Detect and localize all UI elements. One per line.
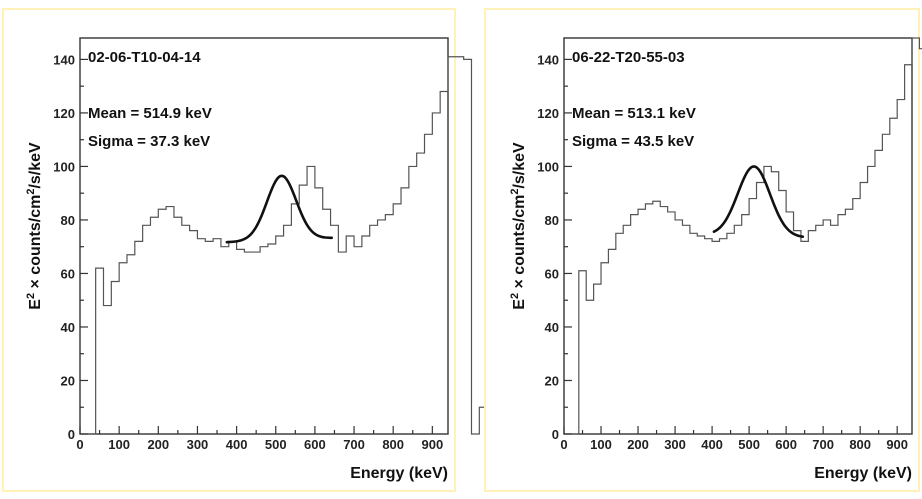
x-tick-label: 300 bbox=[664, 437, 686, 452]
right-chart-panel: 0 100 200 300 400 500 600 700 800 900 0 20 40 60 80 100… bbox=[484, 8, 922, 492]
y-axis-title: E2 × counts/cm2/s/keV bbox=[25, 142, 44, 310]
x-axis-title: Energy (keV) bbox=[350, 465, 448, 482]
x-tick-label: 800 bbox=[382, 437, 404, 452]
y-tick-label: 60 bbox=[61, 266, 75, 281]
y-tick-label: 40 bbox=[61, 320, 75, 335]
x-tick-label: 200 bbox=[147, 437, 169, 452]
x-tick-label: 400 bbox=[701, 437, 723, 452]
x-tick-label: 900 bbox=[421, 437, 443, 452]
y-axis-title-superscript: 2 bbox=[509, 189, 521, 195]
x-tick-label: 800 bbox=[849, 437, 871, 452]
x-tick-label: 900 bbox=[886, 437, 908, 452]
timestamp-annotation: 02-06-T10-04-14 bbox=[88, 49, 201, 66]
timestamp-annotation: 06-22-T20-55-03 bbox=[572, 49, 685, 66]
y-axis-title-part: E bbox=[511, 299, 528, 310]
y-tick-label: 60 bbox=[545, 266, 559, 281]
y-tick-label: 140 bbox=[53, 52, 75, 67]
x-tick-label: 0 bbox=[76, 437, 83, 452]
x-tick-label: 600 bbox=[304, 437, 326, 452]
sigma-annotation: Sigma = 43.5 keV bbox=[572, 133, 694, 150]
y-axis-title-superscript: 2 bbox=[25, 189, 37, 195]
x-tick-label: 100 bbox=[590, 437, 612, 452]
y-tick-label: 100 bbox=[537, 159, 559, 174]
y-tick-label: 80 bbox=[61, 213, 75, 228]
histogram-series bbox=[87, 56, 495, 435]
y-tick-label: 0 bbox=[552, 427, 559, 442]
x-tick-label: 0 bbox=[560, 437, 567, 452]
y-axis-title: E2 × counts/cm2/s/keV bbox=[509, 142, 528, 310]
gaussian-fit-curve bbox=[225, 174, 334, 244]
plot-frame bbox=[563, 37, 913, 435]
x-tick-label: 400 bbox=[226, 437, 248, 452]
mean-annotation: Mean = 514.9 keV bbox=[88, 105, 212, 122]
right-chart-svg: 0 100 200 300 400 500 600 700 800 900 0 20 40 60 80 100… bbox=[509, 37, 922, 482]
y-tick-label: 0 bbox=[68, 427, 75, 442]
x-axis-title: Energy (keV) bbox=[814, 465, 912, 482]
x-tick-label: 300 bbox=[187, 437, 209, 452]
left-chart-panel: 0 100 200 300 400 500 600 700 800 900 0 20 40 60 80 100… bbox=[2, 8, 495, 492]
y-tick-label: 20 bbox=[545, 373, 559, 388]
y-axis-title-part: /s/keV bbox=[511, 142, 528, 189]
gaussian-fit-curve bbox=[712, 165, 805, 239]
y-tick-label: 40 bbox=[545, 320, 559, 335]
left-chart-svg: 0 100 200 300 400 500 600 700 800 900 0 20 40 60 80 100… bbox=[25, 37, 495, 482]
y-tick-label: 100 bbox=[53, 159, 75, 174]
y-tick-label: 120 bbox=[53, 106, 75, 121]
x-tick-label: 200 bbox=[627, 437, 649, 452]
histogram-series bbox=[571, 37, 922, 435]
y-tick-label: 80 bbox=[545, 213, 559, 228]
sigma-annotation: Sigma = 37.3 keV bbox=[88, 133, 210, 150]
y-axis-title-superscript: 2 bbox=[509, 293, 521, 299]
y-tick-label: 20 bbox=[61, 373, 75, 388]
y-axis-title-part: × counts/cm bbox=[27, 195, 44, 293]
y-axis-title-superscript: 2 bbox=[25, 293, 37, 299]
x-tick-label: 500 bbox=[738, 437, 760, 452]
x-tick-label: 700 bbox=[343, 437, 365, 452]
y-axis-title-part: × counts/cm bbox=[511, 195, 528, 293]
mean-annotation: Mean = 513.1 keV bbox=[572, 105, 696, 122]
x-tick-label: 700 bbox=[812, 437, 834, 452]
x-tick-label: 100 bbox=[108, 437, 130, 452]
y-tick-label: 140 bbox=[537, 52, 559, 67]
y-tick-label: 120 bbox=[537, 106, 559, 121]
y-axis-title-part: /s/keV bbox=[27, 142, 44, 189]
plot-frame bbox=[79, 37, 449, 435]
y-axis-title-part: E bbox=[27, 299, 44, 310]
x-tick-label: 600 bbox=[775, 437, 797, 452]
x-tick-label: 500 bbox=[265, 437, 287, 452]
